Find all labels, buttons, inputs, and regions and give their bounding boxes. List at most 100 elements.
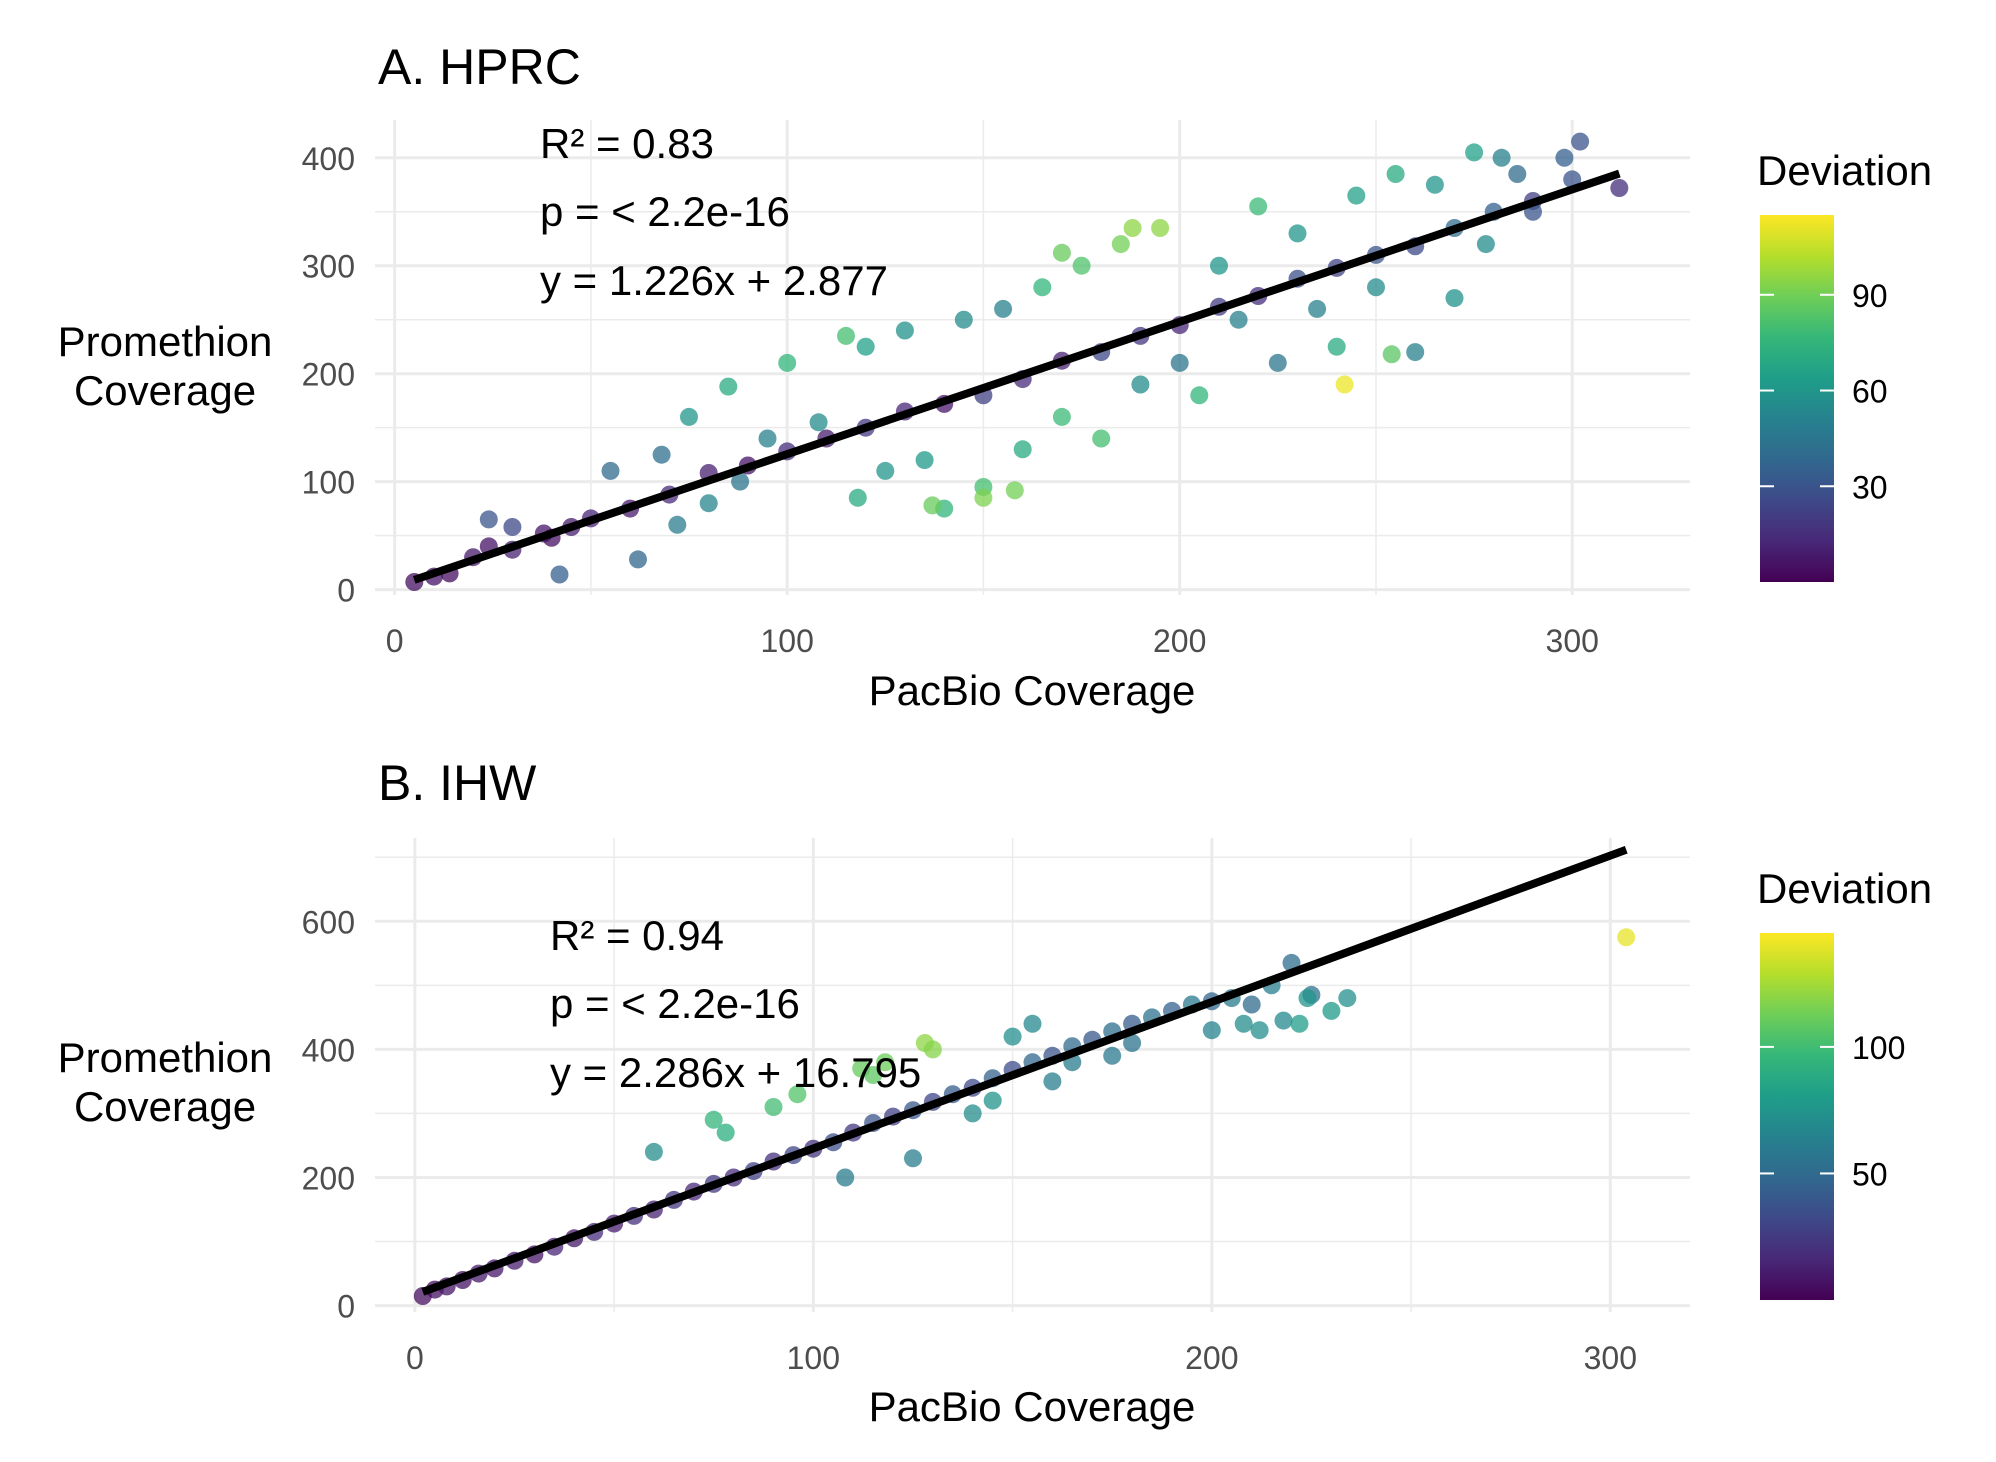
data-point	[1322, 1001, 1341, 1020]
y-tick-label: 300	[302, 249, 355, 285]
stat-annotation-r2: R² = 0.94	[550, 912, 724, 959]
data-point	[1013, 440, 1032, 459]
data-point	[601, 461, 620, 480]
data-point	[1151, 219, 1170, 237]
colorbar-tick-label: 50	[1852, 1156, 1888, 1192]
x-tick-label: 200	[1153, 623, 1206, 659]
data-point	[864, 1066, 883, 1084]
data-point	[1508, 165, 1527, 183]
data-point	[974, 488, 993, 507]
panel-hprc: A. HPRC 0 100 200 300 400 0 100 200 300 R² = 0.…	[58, 39, 1933, 714]
data-point	[1043, 1072, 1062, 1091]
data-point	[652, 445, 671, 464]
data-point	[963, 1104, 982, 1123]
y-tick-label: 400	[302, 141, 355, 177]
data-point	[1476, 235, 1495, 254]
legend-colorbar	[1760, 933, 1834, 1300]
data-point	[809, 413, 828, 432]
data-point	[856, 337, 875, 356]
data-point	[1052, 407, 1071, 426]
data-point	[1234, 1014, 1253, 1033]
stat-annotation-p: p = < 2.2e-16	[550, 980, 800, 1027]
data-point	[1170, 353, 1189, 372]
data-point	[904, 1149, 922, 1168]
data-point	[837, 326, 855, 345]
y-axis-label-line1: Promethion	[58, 318, 273, 365]
data-point	[876, 1053, 895, 1072]
data-point	[876, 461, 895, 480]
data-point	[1571, 132, 1590, 151]
data-point	[550, 565, 569, 584]
data-point	[1250, 1021, 1269, 1040]
data-point	[1617, 928, 1636, 947]
data-point	[629, 550, 647, 569]
data-point	[1382, 345, 1401, 364]
data-point	[1298, 989, 1317, 1008]
data-point	[1288, 224, 1307, 243]
data-point	[1111, 235, 1130, 254]
data-point	[758, 429, 777, 448]
y-tick-label: 200	[302, 357, 355, 393]
x-axis-label: PacBio Coverage	[869, 667, 1196, 714]
legend-ticks: 30 60 90	[1760, 278, 1888, 505]
regression-line	[412, 169, 1621, 584]
y-tick-label: 400	[302, 1032, 355, 1068]
data-point	[668, 515, 687, 534]
data-point	[680, 407, 698, 426]
colorbar-tick-label: 100	[1852, 1030, 1905, 1066]
data-point	[1268, 353, 1287, 372]
data-point	[764, 1098, 783, 1116]
data-point	[1229, 310, 1248, 329]
x-tick-label: 0	[386, 623, 404, 659]
x-tick-labels: 0 100 200 300	[406, 1340, 1637, 1376]
data-point	[954, 310, 973, 329]
data-point	[1308, 299, 1327, 318]
data-point	[778, 353, 797, 372]
data-point	[1610, 179, 1629, 197]
data-point	[1367, 278, 1385, 297]
y-axis-label-line2: Coverage	[74, 1083, 256, 1130]
y-tick-label: 200	[302, 1160, 355, 1196]
panel-title: A. HPRC	[378, 39, 581, 95]
data-point	[1347, 186, 1366, 205]
data-point	[1005, 481, 1024, 500]
data-point	[1072, 256, 1091, 275]
x-axis-label: PacBio Coverage	[869, 1383, 1196, 1430]
data-point	[644, 1142, 663, 1161]
data-point	[1123, 219, 1142, 237]
x-tick-label: 0	[406, 1340, 424, 1376]
x-tick-label: 300	[1546, 623, 1599, 659]
data-point	[719, 377, 738, 396]
data-point	[503, 518, 522, 536]
data-point	[1210, 256, 1228, 275]
y-tick-labels: 0 100 200 300 400	[302, 141, 355, 609]
stat-annotation-equation: y = 2.286x + 16.795	[550, 1049, 921, 1096]
data-point	[1190, 386, 1209, 405]
legend-ticks: 50 100	[1760, 1030, 1905, 1192]
data-point	[704, 1110, 723, 1129]
data-point	[848, 488, 867, 507]
y-tick-label: 0	[337, 573, 355, 609]
data-point	[1003, 1027, 1022, 1046]
data-point	[1492, 148, 1511, 167]
data-point	[895, 321, 914, 340]
regression-line	[421, 845, 1628, 1296]
data-point	[1465, 143, 1484, 162]
scatter-points	[405, 132, 1629, 591]
data-point	[788, 1085, 807, 1104]
data-point	[1023, 1014, 1042, 1033]
data-point	[1335, 375, 1354, 394]
data-point	[983, 1091, 1002, 1110]
data-point	[479, 510, 498, 529]
data-point	[1249, 197, 1268, 216]
data-point	[1274, 1011, 1293, 1030]
data-point	[836, 1168, 855, 1187]
data-point	[994, 299, 1013, 318]
legend-colorbar	[1760, 215, 1834, 582]
y-tick-label: 0	[337, 1289, 355, 1325]
stat-annotation-r2: R² = 0.83	[540, 120, 714, 167]
grid	[375, 838, 1690, 1312]
colorbar-tick-label: 90	[1852, 278, 1888, 314]
data-point	[915, 451, 934, 470]
